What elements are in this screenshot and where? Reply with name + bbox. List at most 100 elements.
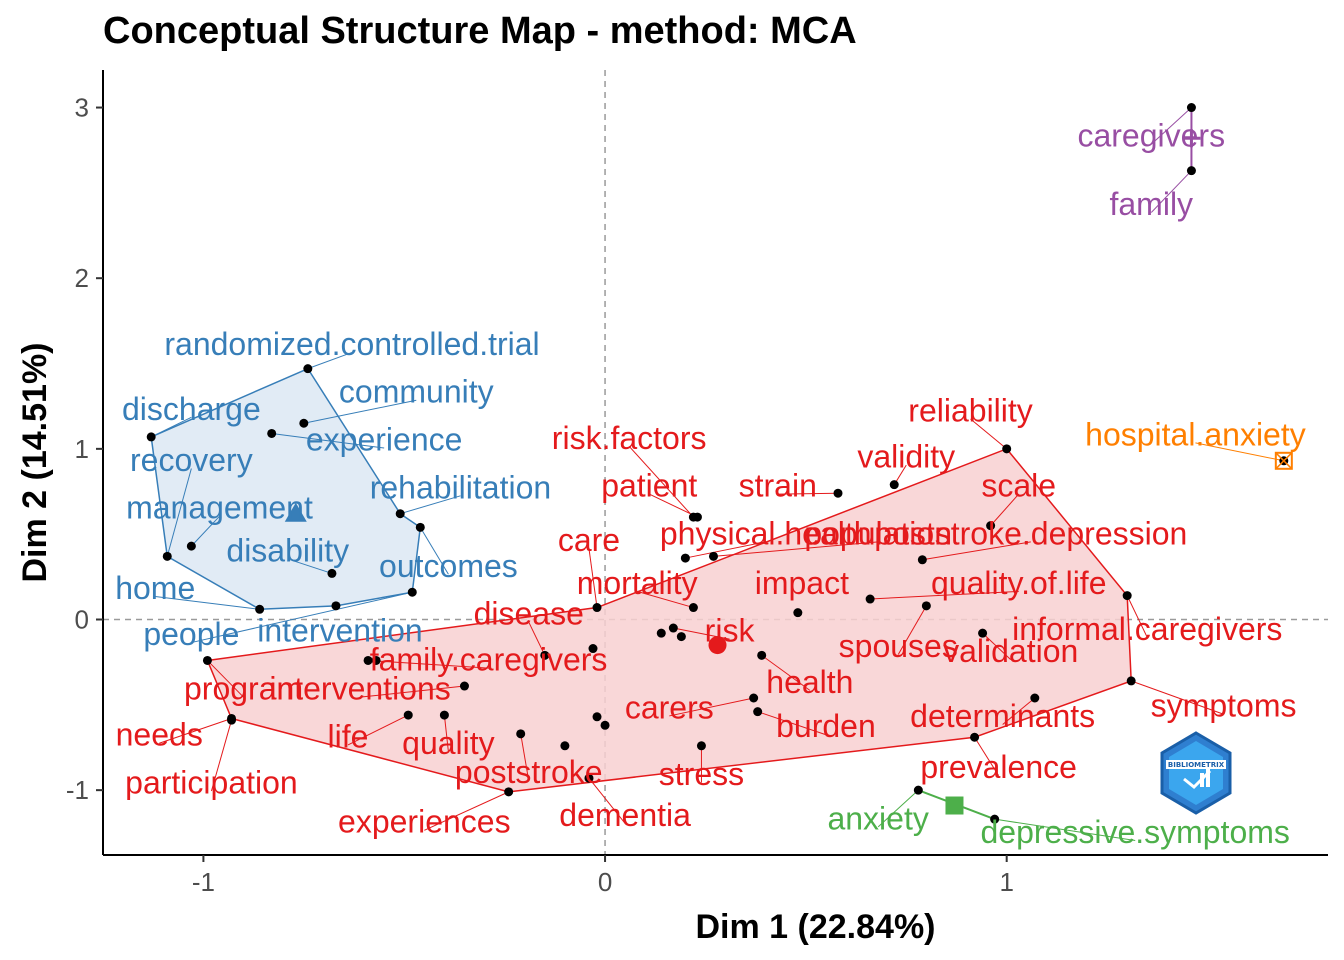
label-program: program bbox=[184, 671, 303, 707]
point-program bbox=[202, 655, 212, 665]
label-risk: risk bbox=[705, 613, 756, 649]
point-recovery bbox=[162, 551, 172, 561]
leader-home bbox=[155, 595, 260, 610]
label-informal.caregivers: informal.caregivers bbox=[1012, 611, 1282, 647]
centroid-blue bbox=[284, 502, 307, 522]
leader-population bbox=[713, 541, 879, 557]
point-management bbox=[186, 541, 196, 551]
label-caregivers: caregivers bbox=[1077, 118, 1225, 154]
label-quality.of.life: quality.of.life bbox=[931, 565, 1107, 601]
axes: -1 0 1 -1 0 1 2 3 Dim 1 (22.84%) Dim 2 (14.51%) bbox=[16, 70, 1328, 946]
leader-anxiety bbox=[877, 789, 919, 828]
point-anxiety bbox=[913, 785, 923, 795]
point-randomized.controlled.trial bbox=[303, 364, 313, 374]
label-people: people bbox=[143, 616, 239, 652]
leader-family bbox=[1150, 170, 1192, 213]
chart-title: Conceptual Structure Map - method: MCA bbox=[103, 10, 857, 52]
label-reliability: reliability bbox=[908, 392, 1032, 428]
centroid-green bbox=[945, 796, 964, 815]
point-unlabeled bbox=[560, 741, 570, 751]
leader-outcomes bbox=[419, 527, 449, 575]
label-recovery: recovery bbox=[130, 442, 253, 478]
label-mortality: mortality bbox=[577, 565, 698, 601]
label-symptoms: symptoms bbox=[1151, 688, 1297, 724]
point-symptoms bbox=[1126, 676, 1136, 686]
label-strain: strain bbox=[739, 468, 817, 504]
leader-program bbox=[207, 660, 244, 698]
label-participation: participation bbox=[125, 764, 298, 800]
point-poststroke bbox=[516, 729, 526, 739]
leader-informal.caregivers bbox=[1126, 595, 1148, 638]
label-validation: validation bbox=[943, 633, 1078, 669]
point-determinants bbox=[1030, 693, 1040, 703]
label-depressive.symptoms: depressive.symptoms bbox=[980, 814, 1289, 850]
point-disease bbox=[540, 650, 550, 660]
leader-poststroke.depression bbox=[922, 541, 1031, 561]
point-spouses bbox=[921, 601, 931, 611]
leader-needs bbox=[159, 718, 232, 744]
point-carers bbox=[749, 693, 759, 703]
label-population: population bbox=[804, 515, 952, 551]
label-disease: disease bbox=[474, 596, 584, 632]
point-dementia bbox=[584, 773, 594, 783]
label-family: family bbox=[1109, 186, 1193, 222]
point-unlabeled bbox=[676, 632, 686, 642]
point-impact bbox=[793, 608, 803, 618]
point-physical.health bbox=[680, 553, 690, 563]
point-participation bbox=[227, 715, 237, 725]
leader-community bbox=[303, 399, 417, 424]
point-quality.of.life bbox=[865, 594, 875, 604]
point-interventions bbox=[459, 681, 469, 691]
label-stress: stress bbox=[659, 756, 744, 792]
leader-randomized.controlled.trial bbox=[307, 351, 353, 370]
point-prevalence bbox=[970, 732, 980, 742]
label-physical.health: physical.health bbox=[660, 515, 872, 551]
leader-interventions bbox=[359, 685, 465, 698]
point-scale bbox=[986, 521, 996, 531]
point-discharge bbox=[146, 432, 156, 442]
point-outcomes bbox=[415, 522, 425, 532]
point-strain bbox=[833, 488, 843, 498]
leader-disability bbox=[287, 558, 333, 574]
point-life bbox=[403, 710, 413, 720]
leader-symptoms bbox=[1131, 680, 1224, 715]
point-unlabeled bbox=[656, 628, 666, 638]
y-tick-label: 0 bbox=[75, 605, 89, 635]
leader-experience bbox=[271, 432, 385, 449]
leader-validation bbox=[982, 632, 1012, 660]
point-reliability bbox=[1002, 444, 1012, 454]
point-family bbox=[1186, 166, 1196, 176]
point-stress bbox=[696, 741, 706, 751]
point-mortality bbox=[688, 603, 698, 613]
leader-recovery bbox=[166, 468, 192, 557]
bibliometrix-logo-icon: BIBLIOMETRIX bbox=[1160, 731, 1232, 815]
leader-determinants bbox=[1002, 697, 1036, 725]
point-population bbox=[708, 551, 718, 561]
leader-risk.factors bbox=[628, 445, 694, 518]
label-health: health bbox=[766, 664, 853, 700]
point-depressive.symptoms bbox=[990, 814, 1000, 824]
x-tick-label: 1 bbox=[999, 867, 1013, 897]
label-experiences: experiences bbox=[338, 804, 511, 840]
label-carers: carers bbox=[625, 689, 714, 725]
label-quality: quality bbox=[402, 725, 495, 761]
leader-life bbox=[347, 714, 409, 746]
label-validity: validity bbox=[857, 439, 955, 475]
label-life: life bbox=[328, 718, 369, 754]
point-people bbox=[407, 587, 417, 597]
label-determinants: determinants bbox=[910, 698, 1095, 734]
y-axis-label: Dim 2 (14.51%) bbox=[16, 343, 54, 583]
label-randomized.controlled.trial: randomized.controlled.trial bbox=[164, 326, 539, 362]
point-family.caregivers bbox=[363, 655, 373, 665]
y-tick-label: 1 bbox=[75, 434, 89, 464]
leader-quality bbox=[443, 715, 449, 752]
leader-strain bbox=[777, 492, 839, 495]
leader-scale bbox=[990, 493, 1020, 526]
label-care: care bbox=[558, 522, 620, 558]
point-caregivers bbox=[1186, 103, 1196, 113]
point-disability bbox=[327, 568, 337, 578]
leader-rehabilitation bbox=[400, 495, 461, 515]
point-validation bbox=[978, 628, 988, 638]
point-labels: randomized.controlled.trial community disc… bbox=[115, 118, 1306, 850]
